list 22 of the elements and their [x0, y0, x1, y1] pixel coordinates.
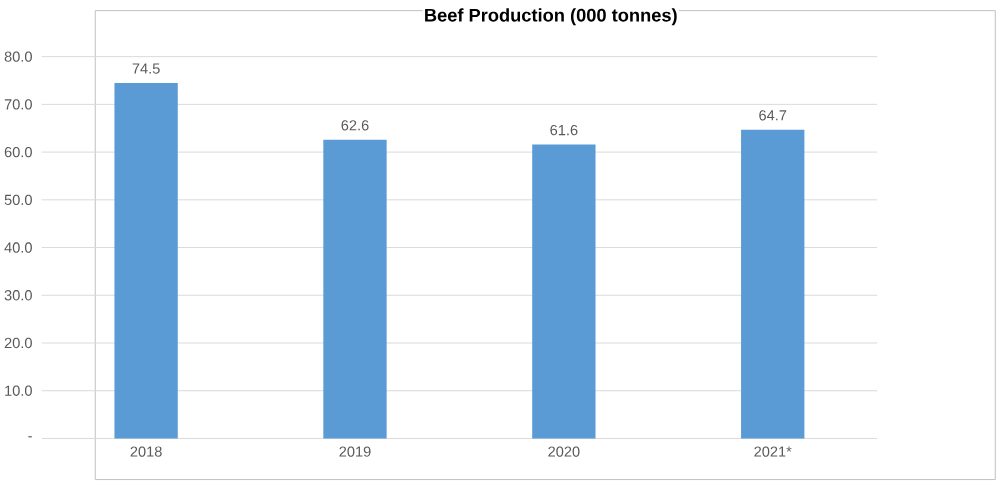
- bar: [114, 82, 178, 439]
- x-tick-label: 2018: [130, 446, 162, 457]
- x-tick-label: 2021*: [754, 446, 792, 457]
- bar: [741, 129, 805, 439]
- data-label: 64.7: [759, 110, 787, 121]
- data-label: 62.6: [341, 120, 369, 131]
- y-tick-label: 60.0: [4, 146, 32, 158]
- data-label: 74.5: [132, 63, 160, 74]
- y-tick-label: 10.0: [5, 385, 32, 396]
- y-tick-label: -: [28, 436, 32, 438]
- x-tick-label: 2019: [339, 446, 371, 457]
- y-tick-label: 80.0: [4, 51, 32, 62]
- data-label: 61.6: [550, 124, 578, 136]
- y-tick-label: 40.0: [4, 242, 32, 253]
- y-tick-label: 50.0: [4, 194, 32, 205]
- y-tick-label: 20.0: [4, 337, 32, 349]
- y-tick-label: 30.0: [4, 290, 32, 301]
- bar: [323, 139, 387, 439]
- bar: [532, 144, 596, 439]
- y-tick-label: 70.0: [4, 99, 32, 110]
- x-tick-label: 2020: [548, 446, 580, 457]
- chart-title: Beef Production (000 tonnes): [425, 8, 677, 26]
